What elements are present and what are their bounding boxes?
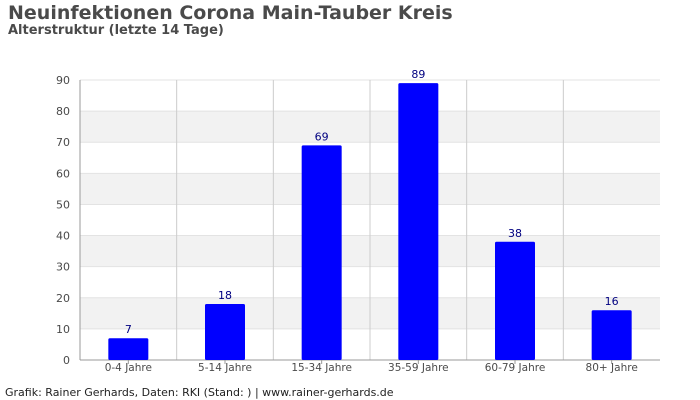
bar-value-label: 18 [218, 289, 232, 302]
bar [205, 304, 245, 360]
x-tick-label: 15-34 Jahre [291, 362, 352, 374]
chart-title: Neuinfektionen Corona Main-Tauber Kreis [8, 2, 453, 24]
y-tick-label: 0 [63, 354, 70, 367]
chart-subtitle: Alterstruktur (letzte 14 Tage) [8, 23, 224, 38]
x-tick-label: 35-59 Jahre [388, 362, 449, 374]
bar-value-label: 16 [605, 295, 619, 308]
bar [108, 338, 149, 360]
y-tick-label: 30 [56, 261, 70, 274]
x-tick-label: 80+ Jahre [586, 362, 638, 374]
y-tick-label: 60 [56, 167, 70, 180]
y-tick-label: 80 [56, 105, 70, 118]
bar [495, 241, 535, 360]
bar-value-label: 7 [125, 323, 132, 336]
bar [591, 310, 632, 360]
bar [301, 145, 342, 360]
y-tick-label: 10 [56, 323, 70, 336]
y-tick-label: 50 [56, 198, 70, 211]
bar [398, 83, 439, 360]
y-tick-label: 70 [56, 136, 70, 149]
y-tick-label: 20 [56, 292, 70, 305]
x-tick-label: 0-4 Jahre [105, 362, 152, 374]
x-tick-label: 5-14 Jahre [198, 362, 252, 374]
bar-value-label: 89 [411, 68, 425, 81]
y-tick-label: 90 [56, 74, 70, 87]
x-tick-label: 60-79 Jahre [485, 362, 546, 374]
y-tick-label: 40 [56, 230, 70, 243]
footer-credit: Grafik: Rainer Gerhards, Daten: RKI (Sta… [5, 386, 394, 399]
bar-value-label: 38 [508, 227, 522, 240]
bar-value-label: 69 [315, 130, 329, 143]
